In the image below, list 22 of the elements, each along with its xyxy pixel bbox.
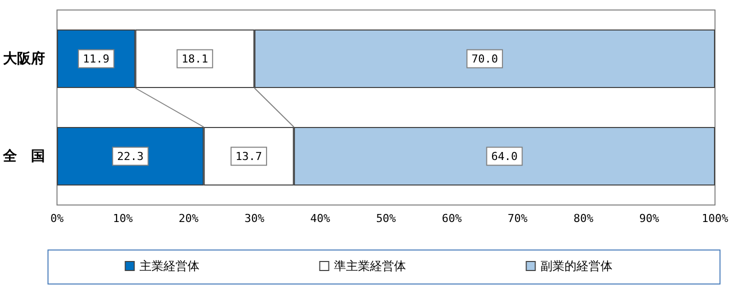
legend-label: 副業的経営体	[540, 259, 612, 273]
data-label: 22.3	[117, 150, 144, 163]
x-tick-label: 20%	[178, 212, 199, 225]
x-tick-label: 80%	[573, 212, 594, 225]
y-tick-label: 大阪府	[3, 50, 45, 67]
x-tick-label: 10%	[112, 212, 134, 225]
y-tick-label: 全 国	[2, 148, 45, 164]
data-label: 18.1	[182, 52, 208, 66]
x-tick-label: 70%	[508, 212, 528, 225]
data-label: 11.9	[82, 52, 110, 66]
x-tick-label: 90%	[639, 212, 660, 225]
x-tick-label: 40%	[310, 212, 331, 225]
data-label: 70.0	[471, 52, 498, 66]
x-tick-label: 100%	[702, 212, 729, 225]
legend-label: 主業経営体	[139, 259, 200, 273]
x-tick-label: 50%	[376, 212, 396, 225]
data-label: 13.7	[236, 150, 262, 163]
data-label: 64.0	[491, 150, 518, 163]
x-tick-label: 0%	[50, 212, 64, 225]
legend-label: 準主業経営体	[334, 259, 406, 273]
x-tick-label: 30%	[244, 212, 265, 225]
x-tick-label: 60%	[442, 212, 462, 225]
